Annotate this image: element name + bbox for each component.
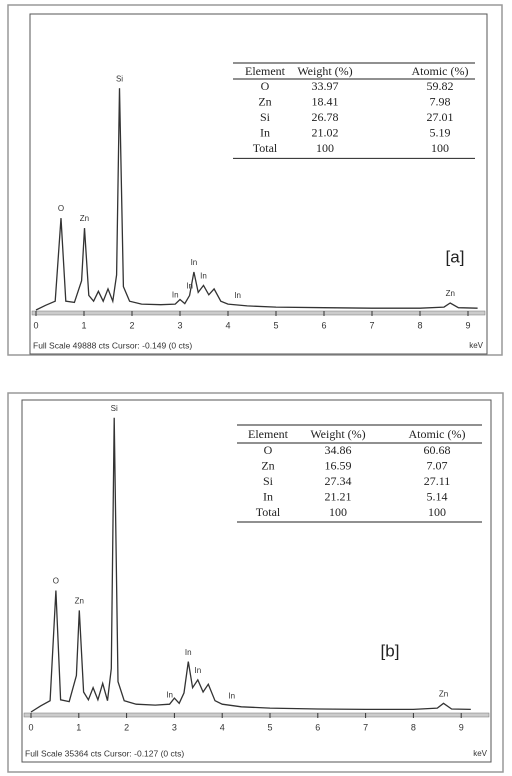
x-tick-label: 0 — [33, 320, 38, 330]
table-header: Atomic (%) — [412, 64, 469, 78]
panel-label: [a] — [446, 247, 465, 266]
table-cell: 5.19 — [430, 126, 451, 140]
x-tick-label: 6 — [315, 722, 320, 732]
footer-text: Full Scale 35364 cts Cursor: -0.127 (0 c… — [25, 748, 184, 758]
table-cell: Zn — [261, 458, 274, 472]
x-axis-bar — [31, 310, 486, 316]
x-tick-label: 2 — [124, 722, 129, 732]
peak-label: In — [194, 666, 201, 675]
table-cell: Zn — [258, 94, 271, 108]
peak-label: In — [172, 290, 179, 299]
x-tick-label: 8 — [411, 722, 416, 732]
table-cell: 34.86 — [325, 443, 352, 457]
x-tick-label: 7 — [369, 320, 374, 330]
x-unit: keV — [469, 341, 483, 350]
peak-label: O — [58, 204, 64, 213]
table-header: Element — [245, 64, 286, 78]
table-cell: Total — [253, 141, 278, 155]
peak-label: In — [186, 281, 193, 290]
peak-label: In — [166, 690, 173, 699]
peak-label: Zn — [446, 289, 455, 298]
table-cell: 7.07 — [427, 458, 448, 472]
table-cell: 33.97 — [312, 79, 339, 93]
x-tick-label: 3 — [177, 320, 182, 330]
table-cell: 27.01 — [427, 110, 454, 124]
x-axis-bar — [23, 712, 490, 718]
table-header: Element — [248, 427, 289, 441]
spectrum-line — [30, 417, 471, 713]
table-cell: 27.34 — [325, 474, 352, 488]
x-tick-label: 4 — [225, 320, 230, 330]
panel-frame — [7, 4, 503, 356]
table-cell: 27.11 — [424, 474, 451, 488]
x-tick-label: 4 — [220, 722, 225, 732]
peak-label: Zn — [75, 597, 84, 606]
x-tick-label: 2 — [129, 320, 134, 330]
table-header: Weight (%) — [310, 427, 365, 441]
peak-label: In — [185, 648, 192, 657]
table-cell: 16.59 — [325, 458, 352, 472]
table-cell: 21.02 — [312, 126, 339, 140]
table-cell: In — [260, 126, 270, 140]
x-tick-label: 9 — [459, 722, 464, 732]
footer-text: Full Scale 49888 cts Cursor: -0.149 (0 c… — [33, 340, 192, 350]
table-cell: 5.14 — [427, 489, 448, 503]
x-tick-label: 6 — [321, 320, 326, 330]
table-cell: Si — [263, 474, 274, 488]
peak-label: In — [200, 272, 207, 281]
table-cell: O — [264, 443, 273, 457]
x-tick-label: 1 — [81, 320, 86, 330]
x-tick-label: 0 — [28, 722, 33, 732]
x-tick-label: 9 — [465, 320, 470, 330]
table-header: Atomic (%) — [409, 427, 466, 441]
x-unit: keV — [473, 749, 487, 758]
table-cell: 60.68 — [424, 443, 451, 457]
table-cell: 100 — [428, 505, 446, 519]
peak-label: In — [228, 692, 235, 701]
table-cell: 100 — [329, 505, 347, 519]
table-cell: Si — [260, 110, 271, 124]
x-tick-label: 5 — [273, 320, 278, 330]
peak-label: Si — [111, 404, 118, 413]
table-cell: 100 — [316, 141, 334, 155]
table-cell: Total — [256, 505, 281, 519]
table-cell: In — [263, 489, 273, 503]
table-cell: 26.78 — [312, 110, 339, 124]
table-cell: O — [261, 79, 270, 93]
peak-label: Zn — [439, 689, 448, 698]
x-tick-label: 8 — [417, 320, 422, 330]
x-tick-label: 7 — [363, 722, 368, 732]
peak-label: Zn — [80, 214, 89, 223]
peak-label: Si — [116, 74, 123, 83]
peak-label: O — [53, 577, 59, 586]
panel-label: [b] — [381, 641, 400, 660]
x-tick-label: 3 — [172, 722, 177, 732]
plot-frame — [29, 13, 488, 355]
table-cell: 18.41 — [312, 94, 339, 108]
peak-label: In — [234, 291, 241, 300]
x-tick-label: 1 — [76, 722, 81, 732]
table-cell: 59.82 — [427, 79, 454, 93]
spectrum-line — [35, 88, 478, 311]
plot-frame — [21, 399, 492, 763]
x-tick-label: 5 — [267, 722, 272, 732]
table-cell: 100 — [431, 141, 449, 155]
peak-label: In — [191, 258, 198, 267]
table-header: Weight (%) — [297, 64, 352, 78]
table-cell: 7.98 — [430, 94, 451, 108]
table-cell: 21.21 — [325, 489, 352, 503]
